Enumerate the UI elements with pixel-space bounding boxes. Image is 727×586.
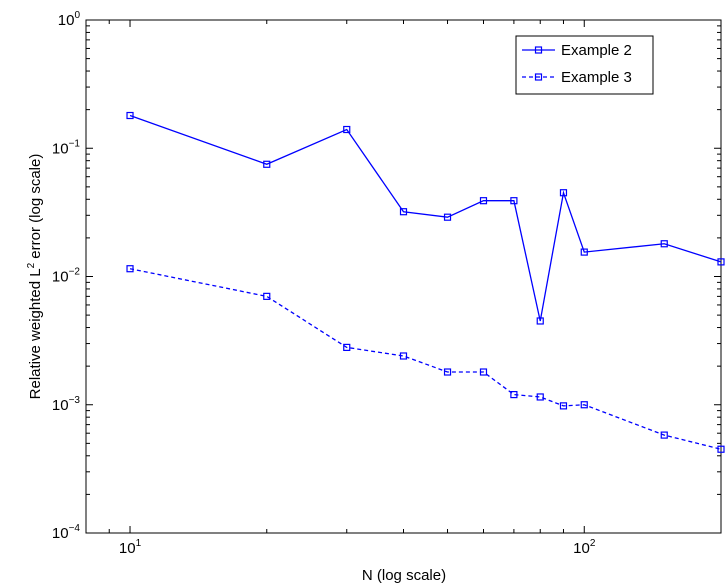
ticks: 101 102 100 10−1 10−2 10−3 10−4 [52, 10, 721, 557]
x-axis-label: N (log scale) [362, 567, 446, 584]
data-point-example-3 [399, 352, 408, 360]
series-line-example-2 [129, 114, 722, 322]
data-point-example-2 [536, 317, 544, 325]
y-axis-label: Relative weighted L2 error (log scale) [26, 154, 44, 400]
legend: Example 2 Example 3 [515, 35, 654, 95]
data-point-example-2 [717, 258, 725, 266]
data-point-example-2 [479, 197, 488, 205]
data-point-example-3 [717, 445, 725, 453]
plot-area [85, 19, 722, 534]
series-layer [126, 111, 725, 453]
data-point-example-3 [126, 265, 134, 273]
data-point-example-2 [559, 189, 568, 197]
data-point-example-2 [343, 125, 351, 134]
y-tick-label: 100 [58, 10, 81, 29]
data-point-example-2 [510, 197, 518, 205]
y-tick-label: 10−4 [52, 523, 81, 542]
legend-box [515, 35, 654, 95]
data-point-example-3 [580, 401, 588, 409]
data-point-example-3 [343, 343, 351, 352]
legend-marker-example-3 [534, 73, 543, 81]
y-tick-label: 10−3 [52, 395, 81, 414]
data-point-example-3 [510, 390, 518, 399]
data-point-example-2 [660, 240, 668, 248]
data-point-example-2 [580, 248, 588, 256]
series-example-3 [126, 265, 725, 453]
data-point-example-3 [443, 368, 452, 376]
data-point-example-2 [263, 160, 271, 168]
series-line-example-3 [129, 268, 722, 450]
data-point-example-3 [263, 292, 271, 300]
y-tick-label: 10−1 [52, 138, 81, 157]
data-point-example-3 [660, 431, 668, 439]
data-point-example-2 [399, 208, 408, 216]
data-point-example-3 [559, 402, 568, 410]
x-tick-label: 102 [573, 538, 596, 557]
y-tick-label: 10−2 [52, 267, 81, 286]
data-point-example-2 [443, 213, 452, 221]
legend-label-example-2: Example 2 [561, 42, 632, 59]
legend-label-example-3: Example 3 [561, 69, 632, 86]
data-point-example-3 [536, 393, 544, 401]
series-example-2 [126, 111, 725, 325]
data-point-example-3 [479, 368, 488, 376]
data-point-example-2 [126, 111, 134, 120]
legend-marker-example-2 [534, 46, 543, 54]
x-tick-label: 101 [119, 538, 142, 557]
